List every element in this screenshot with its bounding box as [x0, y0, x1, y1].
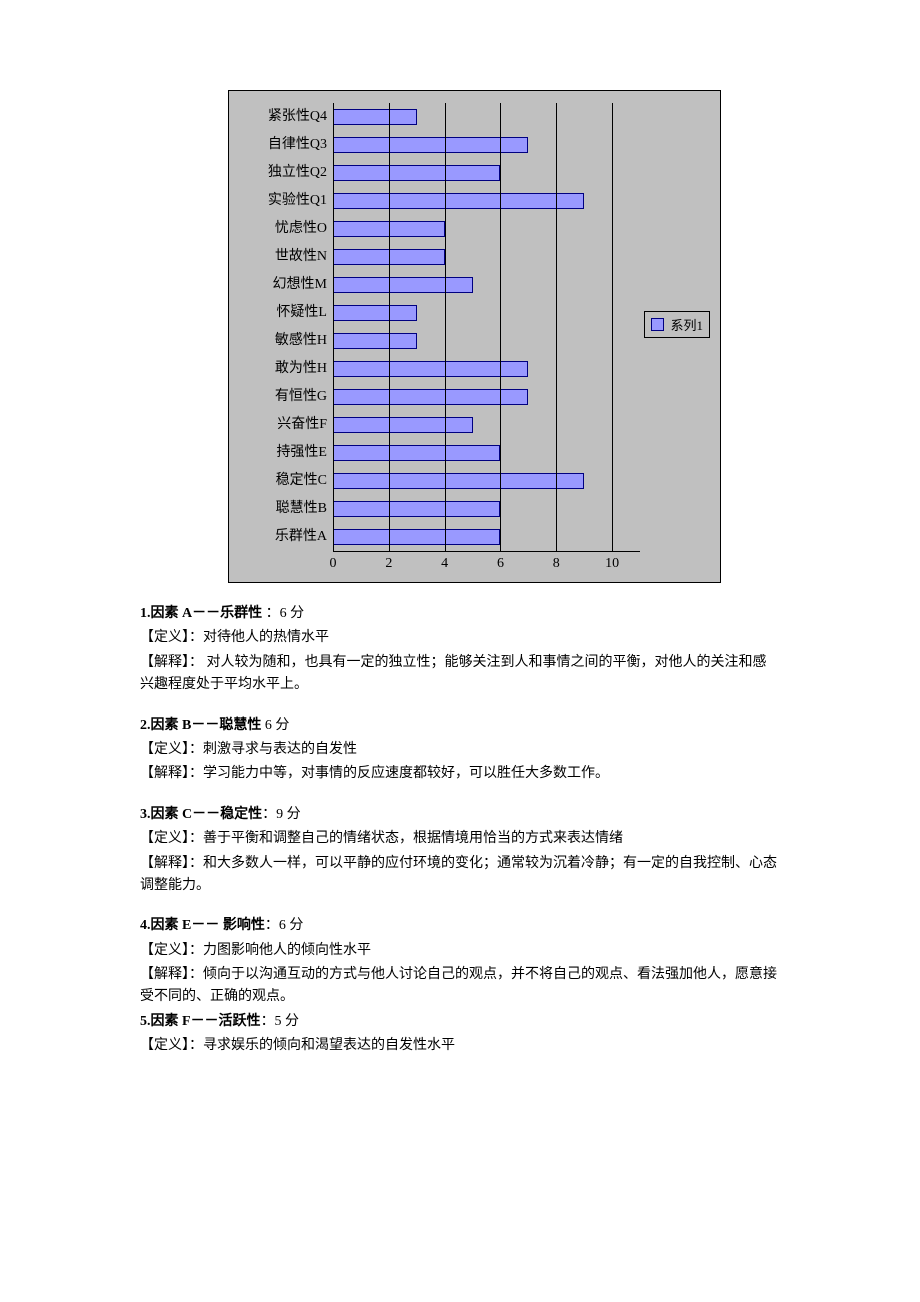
chart-gridline: [333, 103, 334, 551]
chart-gridline: [445, 103, 446, 551]
chart-x-tick: 2: [385, 556, 392, 572]
chart-y-label: 有恒性G: [237, 383, 327, 411]
chart-y-label: 紧张性Q4: [237, 103, 327, 131]
chart-bar-row: [333, 215, 640, 243]
chart-bar-row: [333, 523, 640, 551]
legend-swatch-icon: [651, 318, 664, 331]
chart-y-label: 忧虑性O: [237, 215, 327, 243]
chart-bar-row: [333, 187, 640, 215]
chart-bar-row: [333, 467, 640, 495]
chart-bar: [333, 305, 417, 321]
chart-bar: [333, 361, 528, 377]
chart-bar-row: [333, 439, 640, 467]
chart-y-label: 敏感性H: [237, 327, 327, 355]
chart-bar-row: [333, 411, 640, 439]
chart-y-label: 自律性Q3: [237, 131, 327, 159]
chart-bar-row: [333, 299, 640, 327]
chart-bar-row: [333, 327, 640, 355]
chart-plot-area: [333, 103, 640, 551]
factor-explanation: 【解释】：和大多数人一样，可以平静的应付环境的变化；通常较为沉着冷静；有一定的自…: [140, 853, 780, 898]
chart-y-label: 稳定性C: [237, 467, 327, 495]
chart-bar: [333, 277, 473, 293]
chart-bar-row: [333, 159, 640, 187]
legend-label: 系列1: [670, 315, 703, 334]
factor-definition: 【定义】：寻求娱乐的倾向和渴望表达的自发性水平: [140, 1035, 780, 1057]
factor-explanation: 【解释】：学习能力中等，对事情的反应速度都较好，可以胜任大多数工作。: [140, 763, 780, 785]
chart-y-label: 世故性N: [237, 243, 327, 271]
factor-heading: 3.因素 C－－稳定性：9 分: [140, 804, 780, 826]
chart-x-tick: 8: [553, 556, 560, 572]
factor-definition: 【定义】：善于平衡和调整自己的情绪状态，根据情境用恰当的方式来表达情绪: [140, 828, 780, 850]
chart-x-tick: 6: [497, 556, 504, 572]
chart-bar: [333, 389, 528, 405]
chart-bar: [333, 193, 584, 209]
factor-explanation: 【解释】：倾向于以沟通互动的方式与他人讨论自己的观点，并不将自己的观点、看法强加…: [140, 964, 780, 1009]
factor-explanation: 【解释】： 对人较为随和，也具有一定的独立性；能够关注到人和事情之间的平衡，对他…: [140, 652, 780, 697]
chart-legend: 系列1: [644, 311, 710, 338]
chart-gridline: [389, 103, 390, 551]
chart-x-tick: 0: [330, 556, 337, 572]
chart-y-label: 独立性Q2: [237, 159, 327, 187]
chart-y-label: 乐群性A: [237, 523, 327, 551]
chart-gridline: [556, 103, 557, 551]
chart-bar: [333, 501, 500, 517]
factor-descriptions: 1.因素 A－－乐群性 ：6 分【定义】：对待他人的热情水平【解释】： 对人较为…: [140, 603, 780, 1058]
factor-section: 3.因素 C－－稳定性：9 分【定义】：善于平衡和调整自己的情绪状态，根据情境用…: [140, 804, 780, 898]
chart-bar-row: [333, 495, 640, 523]
chart-bar-row: [333, 355, 640, 383]
factor-definition: 【定义】：对待他人的热情水平: [140, 627, 780, 649]
chart-y-label: 持强性E: [237, 439, 327, 467]
chart-y-label: 怀疑性L: [237, 299, 327, 327]
factor-definition: 【定义】：力图影响他人的倾向性水平: [140, 940, 780, 962]
chart-x-tick: 10: [605, 556, 619, 572]
chart-gridline: [500, 103, 501, 551]
chart-bar-row: [333, 243, 640, 271]
chart-y-label: 聪慧性B: [237, 495, 327, 523]
chart-y-label: 敢为性H: [237, 355, 327, 383]
chart-bar-row: [333, 271, 640, 299]
chart-bars: [333, 103, 640, 551]
chart-bar: [333, 109, 417, 125]
chart-y-label: 幻想性M: [237, 271, 327, 299]
factor-heading: 2.因素 B－－聪慧性 6 分: [140, 715, 780, 737]
factor-section: 4.因素 E－－ 影响性：6 分【定义】：力图影响他人的倾向性水平【解释】：倾向…: [140, 915, 780, 1009]
chart-bar: [333, 529, 500, 545]
personality-chart: 紧张性Q4自律性Q3独立性Q2实验性Q1忧虑性O世故性N幻想性M怀疑性L敏感性H…: [228, 90, 721, 583]
chart-bar: [333, 137, 528, 153]
chart-y-label: 实验性Q1: [237, 187, 327, 215]
chart-x-axis: 0 2 4 6 8 10: [333, 551, 640, 574]
factor-heading: 1.因素 A－－乐群性 ：6 分: [140, 603, 780, 625]
chart-bar: [333, 417, 473, 433]
chart-bar: [333, 333, 417, 349]
chart-bar: [333, 445, 500, 461]
factor-definition: 【定义】：刺激寻求与表达的自发性: [140, 739, 780, 761]
chart-bar-row: [333, 131, 640, 159]
factor-heading: 5.因素 F－－活跃性：5 分: [140, 1011, 780, 1033]
chart-bar-row: [333, 103, 640, 131]
chart-bar: [333, 165, 500, 181]
chart-bar-row: [333, 383, 640, 411]
chart-gridline: [612, 103, 613, 551]
chart-bar: [333, 473, 584, 489]
factor-section: 5.因素 F－－活跃性：5 分【定义】：寻求娱乐的倾向和渴望表达的自发性水平: [140, 1011, 780, 1058]
chart-x-tick: 4: [441, 556, 448, 572]
factor-section: 1.因素 A－－乐群性 ：6 分【定义】：对待他人的热情水平【解释】： 对人较为…: [140, 603, 780, 697]
chart-y-label: 兴奋性F: [237, 411, 327, 439]
chart-y-labels: 紧张性Q4自律性Q3独立性Q2实验性Q1忧虑性O世故性N幻想性M怀疑性L敏感性H…: [237, 103, 333, 574]
factor-heading: 4.因素 E－－ 影响性：6 分: [140, 915, 780, 937]
factor-section: 2.因素 B－－聪慧性 6 分【定义】：刺激寻求与表达的自发性【解释】：学习能力…: [140, 715, 780, 786]
